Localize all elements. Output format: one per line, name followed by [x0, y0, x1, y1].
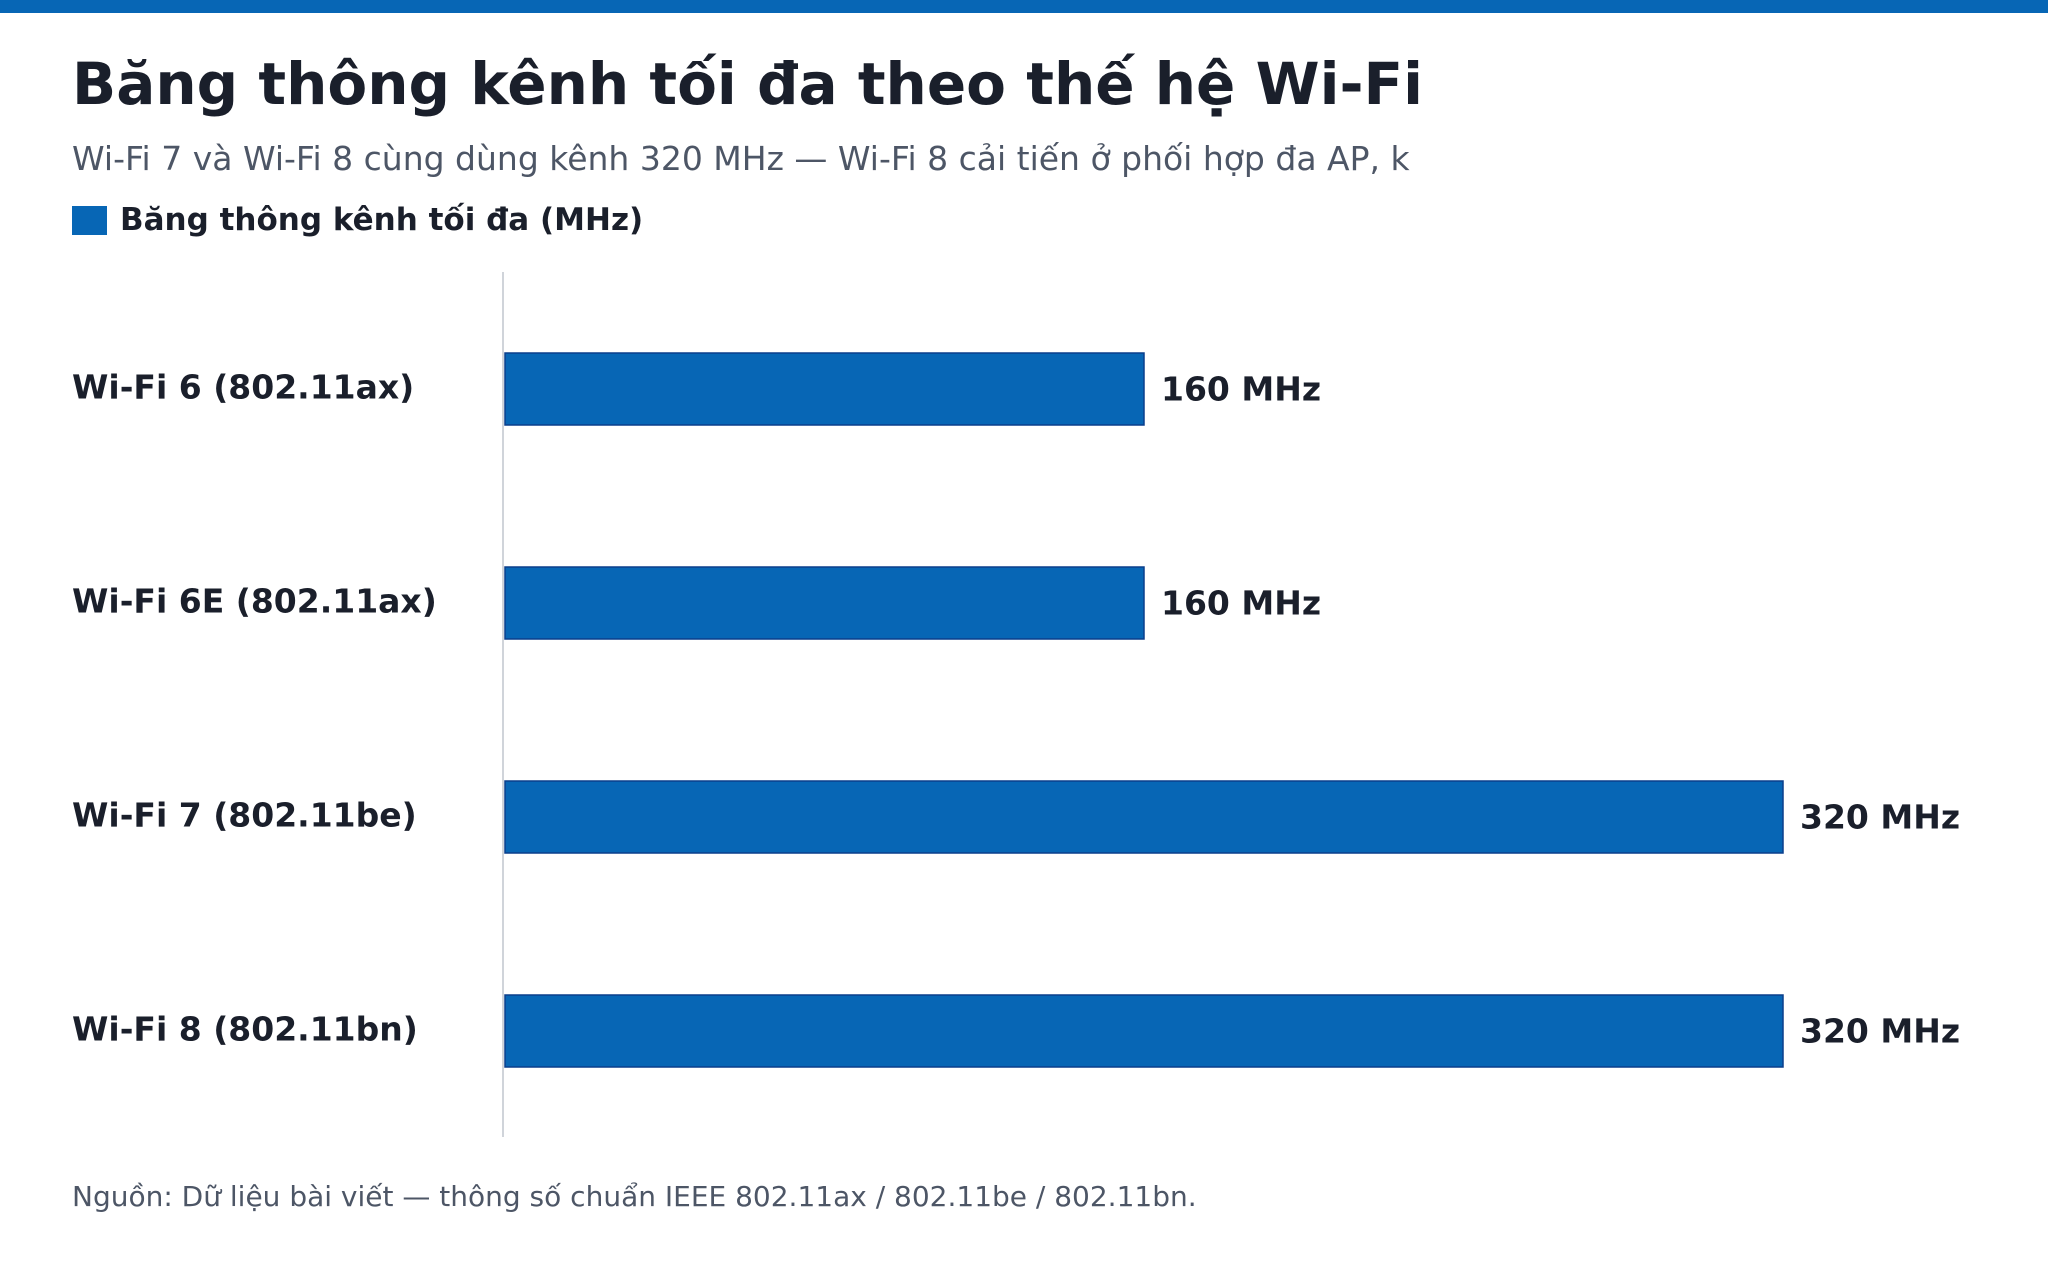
category-label: Wi-Fi 7 (802.11be) [72, 796, 417, 835]
top-accent-bar [0, 0, 2048, 13]
source-note: Nguồn: Dữ liệu bài viết — thông số chuẩn… [72, 1180, 1197, 1213]
data-label: 320 MHz [1800, 1012, 1960, 1051]
category-label: Wi-Fi 8 (802.11bn) [72, 1010, 418, 1049]
bars-group: Wi-Fi 6 (802.11ax) 160 MHz Wi-Fi 6E (802.1… [72, 352, 1960, 1068]
legend-label: Băng thông kênh tối đa (MHz) [120, 202, 644, 238]
bar [504, 566, 1145, 640]
legend-swatch [72, 205, 107, 235]
category-label: Wi-Fi 6 (802.11ax) [72, 368, 414, 407]
legend: Băng thông kênh tối đa (MHz) [72, 200, 643, 240]
data-label: 160 MHz [1161, 370, 1321, 409]
bar [504, 780, 1784, 854]
bar [504, 994, 1784, 1068]
data-label: 160 MHz [1161, 584, 1321, 623]
category-label: Wi-Fi 6E (802.11ax) [72, 582, 437, 621]
bar [504, 352, 1145, 426]
chart-subtitle: Wi-Fi 7 và Wi-Fi 8 cùng dùng kênh 320 MH… [72, 139, 1410, 178]
data-label: 320 MHz [1800, 798, 1960, 837]
chart-title: Băng thông kênh tối đa theo thế hệ Wi-Fi [72, 50, 1424, 118]
